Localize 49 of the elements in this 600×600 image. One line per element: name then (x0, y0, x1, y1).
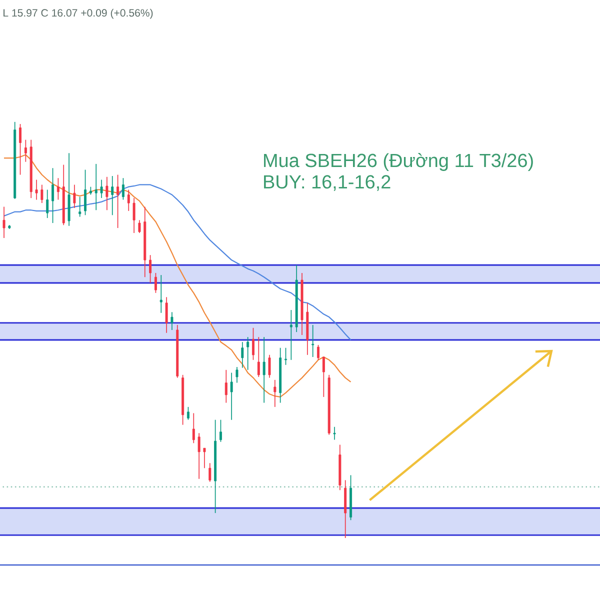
candlestick (241, 342, 244, 368)
candlestick (219, 419, 222, 442)
candlestick (290, 310, 292, 360)
candlestick (40, 184, 44, 204)
candlestick (154, 272, 157, 294)
candlestick (333, 426, 336, 440)
candlestick (73, 184, 76, 208)
candlestick (2, 206, 6, 238)
candlestick (127, 189, 130, 212)
candlestick (236, 366, 238, 384)
candlestick (160, 274, 162, 314)
candlestick (94, 164, 98, 211)
candlestick (198, 432, 200, 480)
candlestick (84, 169, 87, 216)
candlestick (317, 344, 320, 360)
candlestick (203, 448, 206, 469)
candlestick (170, 312, 174, 330)
candlestick (116, 174, 120, 228)
candlestick (224, 369, 228, 404)
candlestick (257, 336, 260, 378)
text: L 15.97 C 16.07 +0.09 (+0.56%) (4, 8, 153, 19)
candlestick (230, 372, 233, 420)
candlestick (111, 176, 114, 216)
candlestick (138, 220, 141, 234)
candlestick (322, 356, 325, 398)
candlestick (252, 327, 254, 360)
candlestick (186, 406, 190, 420)
candlestick (106, 176, 108, 211)
candlestick (46, 189, 49, 218)
candlestick (192, 412, 195, 444)
candlestick (19, 124, 22, 176)
annotation: Mua SBEH26 (Đường 11 T3/26) (264, 153, 533, 171)
candlestick (274, 379, 276, 408)
candlestick (56, 178, 60, 200)
candlestick (122, 178, 124, 200)
candlestick (35, 179, 38, 200)
candlestick (246, 336, 250, 370)
candlestick (52, 168, 54, 224)
candlestick (149, 254, 152, 284)
candlestick (132, 198, 136, 234)
candlestick (78, 196, 82, 218)
candlestick (100, 179, 103, 198)
annotation: BUY: 16,1-16,2 (264, 175, 390, 191)
candlestick (208, 462, 212, 482)
candlestick (24, 139, 27, 162)
candlestick (165, 296, 168, 334)
candlestick (268, 354, 271, 378)
candlestick (262, 336, 266, 404)
candlestick (312, 324, 314, 358)
